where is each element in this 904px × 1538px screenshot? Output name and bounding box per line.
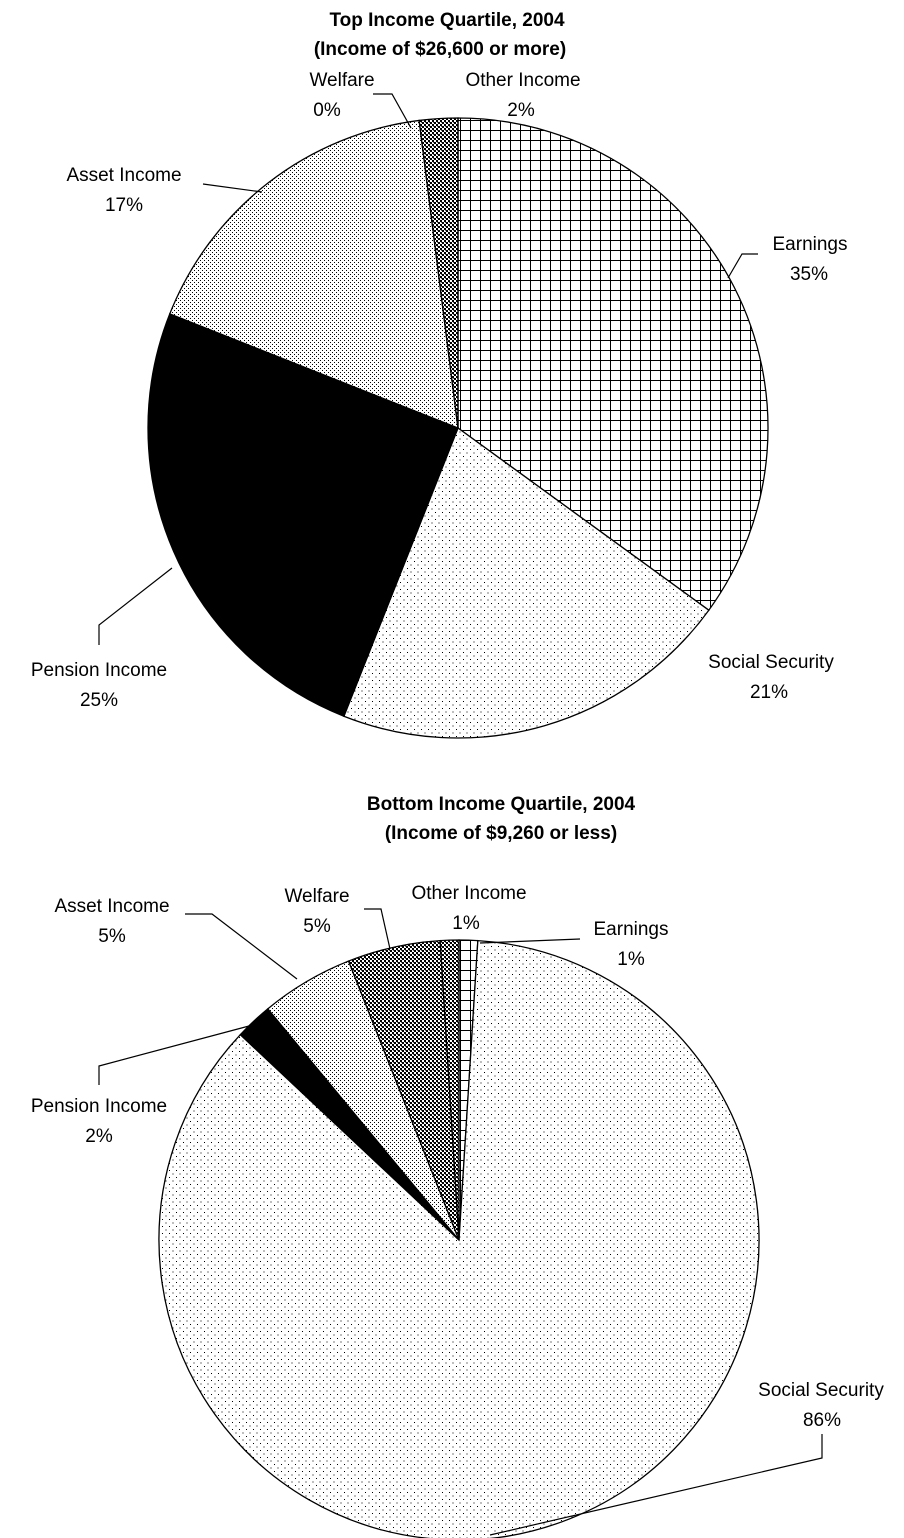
bottom-leader-asset-income: [185, 913, 298, 980]
bottom-value-other-income: 1%: [452, 913, 480, 934]
top-label-other-income: Other Income: [465, 70, 580, 91]
top-slice-pension-income: [147, 313, 459, 718]
bottom-value-earnings: 1%: [617, 949, 645, 970]
top-leader-pension-income: [98, 567, 173, 645]
bottom-leader-welfare: [364, 908, 391, 950]
top-label-pension-income: Pension Income: [31, 660, 167, 681]
bottom-quartile-chart: Bottom Income Quartile, 2004 (Income of …: [31, 794, 884, 1538]
top-label-asset-income: Asset Income: [66, 165, 181, 186]
top-value-asset-income: 17%: [105, 195, 143, 216]
bottom-chart-title: Bottom Income Quartile, 2004: [367, 794, 636, 815]
top-label-welfare: Welfare: [309, 70, 374, 91]
bottom-leader-earnings: [479, 938, 581, 944]
top-label-earnings: Earnings: [773, 234, 848, 255]
bottom-label-other-income: Other Income: [411, 883, 526, 904]
top-value-pension-income: 25%: [80, 690, 118, 711]
bottom-chart-subtitle: (Income of $9,260 or less): [385, 823, 617, 844]
top-chart-subtitle: (Income of $26,600 or more): [314, 39, 566, 60]
bottom-label-earnings: Earnings: [594, 919, 669, 940]
top-value-welfare: 0%: [313, 100, 341, 121]
bottom-chart-slices: [158, 939, 760, 1538]
top-chart-slices: [147, 117, 769, 739]
bottom-value-pension-income: 2%: [85, 1126, 113, 1147]
top-slice-earnings: [457, 117, 769, 612]
top-label-social-security: Social Security: [708, 652, 834, 673]
bottom-label-social-security: Social Security: [758, 1380, 884, 1401]
top-chart-title: Top Income Quartile, 2004: [329, 10, 565, 31]
bottom-slice-social-security: [158, 939, 760, 1538]
top-leader-welfare: [373, 93, 412, 129]
top-slice-other-income: [418, 117, 459, 429]
bottom-value-social-security: 86%: [803, 1410, 841, 1431]
top-slice-asset-income: [168, 119, 459, 430]
bottom-value-asset-income: 5%: [98, 926, 126, 947]
bottom-label-asset-income: Asset Income: [54, 896, 169, 917]
top-quartile-chart: Top Income Quartile, 2004 (Income of $26…: [31, 10, 848, 739]
bottom-label-pension-income: Pension Income: [31, 1096, 167, 1117]
bottom-value-welfare: 5%: [303, 916, 331, 937]
bottom-leader-pension-income: [98, 1025, 250, 1085]
top-leader-asset-income: [202, 183, 263, 193]
bottom-slice-other-income: [439, 939, 460, 1241]
top-value-earnings: 35%: [790, 264, 828, 285]
top-value-other-income: 2%: [507, 100, 535, 121]
bottom-leader-social-security: [489, 1434, 823, 1536]
bottom-label-welfare: Welfare: [284, 886, 349, 907]
top-value-social-security: 21%: [750, 682, 788, 703]
top-leader-earnings: [727, 253, 758, 279]
top-slice-social-security: [343, 426, 710, 739]
